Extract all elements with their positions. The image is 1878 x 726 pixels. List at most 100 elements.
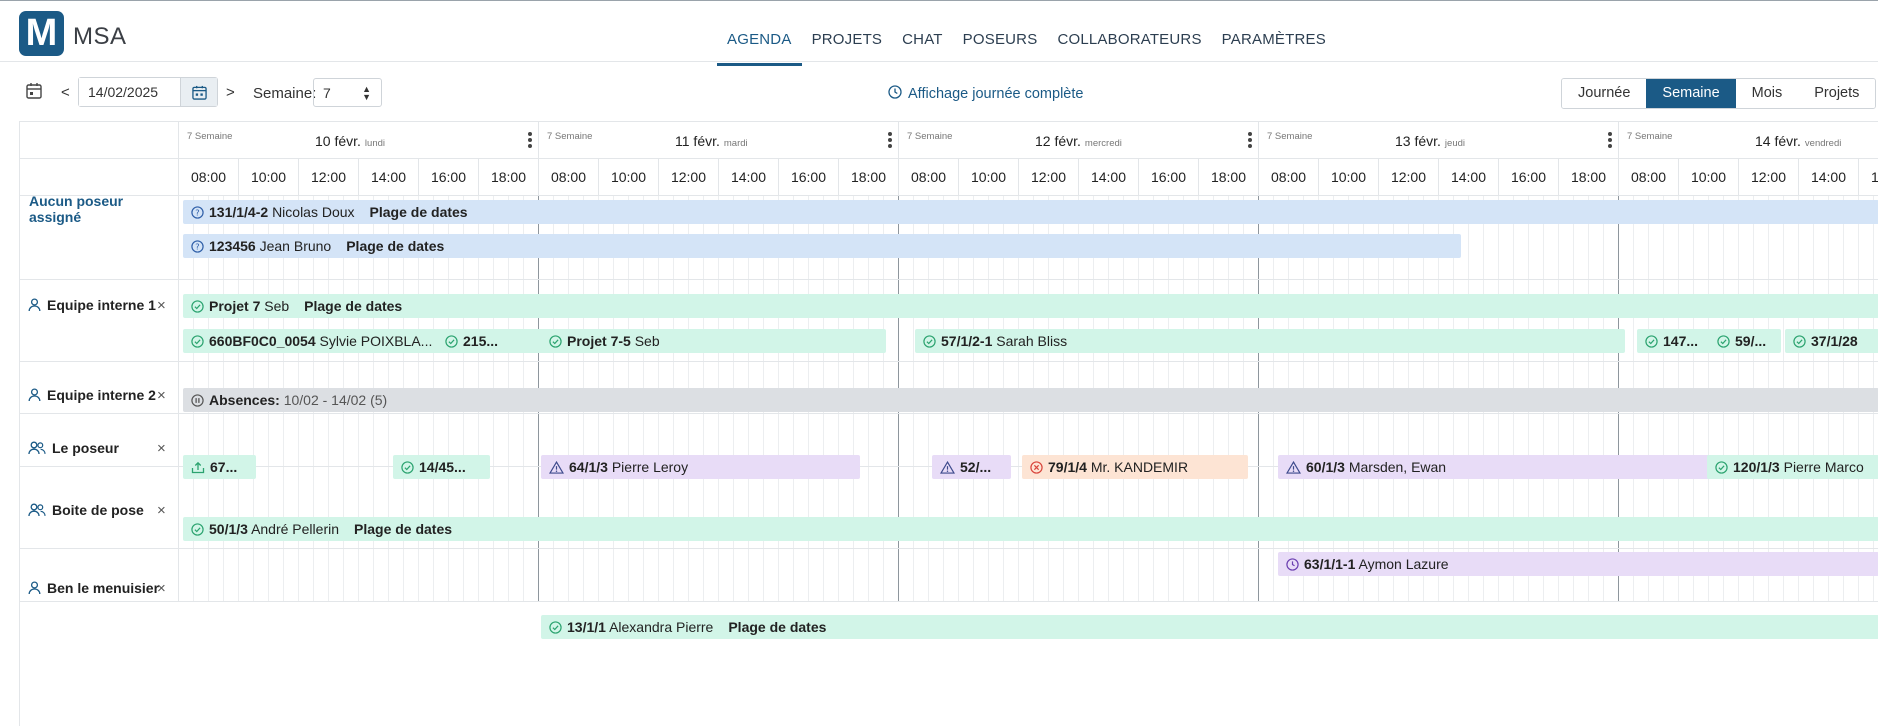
agenda-event[interactable]: 120/1/3 Pierre Marco — [1707, 455, 1878, 479]
view-semaine-button[interactable]: Semaine — [1646, 79, 1736, 108]
agenda-event[interactable]: 57/1/2-1 Sarah Bliss — [915, 329, 1625, 353]
hour-label: 18:00 — [1198, 159, 1258, 196]
resource-row-label[interactable]: Equipe interne 1 × — [20, 296, 178, 314]
hour-label: 16:00 — [778, 159, 838, 196]
agenda-event[interactable]: 50/1/3 André Pellerin Plage de dates — [183, 517, 1878, 541]
resource-row-label[interactable]: Ben le menuisier × — [20, 579, 178, 597]
agenda-event[interactable]: ? 131/1/4-2 Nicolas Doux Plage de dates — [183, 200, 1878, 224]
agenda-toolbar: < > Semaine: 7 ▲▼ Affichage journée comp… — [0, 62, 1878, 122]
agenda-event[interactable]: ? 123456 Jean Bruno Plage de dates — [183, 234, 1461, 258]
nav-projets[interactable]: PROJETS — [811, 31, 883, 48]
agenda-event[interactable]: 67... — [183, 455, 256, 479]
remove-resource-icon[interactable]: × — [157, 579, 166, 597]
day-menu-icon[interactable] — [1608, 132, 1612, 150]
date-input[interactable] — [79, 78, 180, 106]
agenda-event[interactable]: 79/1/4 Mr. KANDEMIR — [1022, 455, 1248, 479]
event-text: Absences: 10/02 - 14/02 (5) — [209, 388, 387, 412]
day-menu-icon[interactable] — [888, 132, 892, 150]
resource-row-label[interactable]: Aucun poseur assigné — [20, 193, 178, 225]
hour-label: 08:00 — [1258, 159, 1318, 196]
user-icon — [28, 581, 41, 595]
nav-chat[interactable]: CHAT — [902, 31, 943, 48]
event-name: Alexandra Pierre — [609, 619, 714, 635]
resource-row-label[interactable]: Equipe interne 2 × — [20, 386, 178, 404]
warning-icon — [1286, 460, 1301, 474]
day-weekday: jeudi — [1444, 138, 1465, 149]
fullday-toggle[interactable]: Affichage journée complète — [888, 85, 1083, 103]
hour-label: 16:00 — [1498, 159, 1558, 196]
check-icon — [191, 334, 204, 348]
event-name: Seb — [264, 298, 290, 314]
view-mois-button[interactable]: Mois — [1735, 79, 1799, 108]
event-name: Sarah Bliss — [996, 333, 1068, 349]
day-date: 14 févr. vendredi — [1755, 133, 1841, 149]
nav-collaborateurs[interactable]: COLLABORATEURS — [1057, 31, 1202, 48]
remove-resource-icon[interactable]: × — [157, 296, 166, 314]
nav-parametres[interactable]: PARAMÈTRES — [1221, 31, 1326, 48]
hour-label: 12:00 — [1018, 159, 1078, 196]
agenda-event[interactable]: 660BF0C0_0054 Sylvie POIXBLA... — [183, 329, 582, 353]
resource-row-label[interactable]: Le poseur × — [20, 439, 178, 457]
cancel-icon — [1030, 460, 1043, 474]
day-menu-icon[interactable] — [528, 132, 532, 150]
agenda-event[interactable]: 14/45... — [393, 455, 490, 479]
hour-label: 12:00 — [298, 159, 358, 196]
agenda-event[interactable]: 147... — [1637, 329, 1711, 353]
week-select[interactable]: 7 ▲ ▼ — [313, 78, 382, 107]
next-date-button[interactable]: > — [226, 84, 235, 101]
remove-resource-icon[interactable]: × — [157, 501, 166, 519]
user-icon — [28, 298, 41, 312]
row-divider — [20, 548, 1878, 549]
calendar-icon[interactable] — [26, 82, 42, 99]
day-header: 7 Semaine 11 févr. mardi — [538, 122, 898, 160]
agenda-event[interactable]: 63/1/1-1 Aymon Lazure — [1278, 552, 1878, 576]
day-weekday: lundi — [364, 138, 385, 149]
app-logo[interactable]: M — [19, 11, 64, 56]
day-menu-icon[interactable] — [1248, 132, 1252, 150]
hour-label: 10:00 — [238, 159, 298, 196]
calendar-picker-icon[interactable] — [180, 78, 217, 106]
agenda-event[interactable]: 37/1/28 — [1785, 329, 1878, 353]
event-name: André Pellerin — [251, 521, 339, 537]
event-name: Pierre Leroy — [611, 459, 689, 475]
remove-resource-icon[interactable]: × — [157, 386, 166, 404]
agenda-event[interactable]: 64/1/3 Pierre Leroy — [541, 455, 860, 479]
event-text: 215... — [463, 329, 498, 353]
day-weekday: mercredi — [1084, 138, 1122, 149]
event-text: 59/... — [1735, 329, 1766, 353]
agenda-event[interactable]: 13/1/1 Alexandra Pierre Plage de dates — [541, 615, 1878, 639]
agenda-event[interactable]: 60/1/3 Marsden, Ewan — [1278, 455, 1716, 479]
agenda-event[interactable]: Projet 7-5 Seb — [541, 329, 886, 353]
event-code: Projet 7 — [209, 298, 261, 314]
event-code: 50/1/3 — [209, 521, 248, 537]
agenda-event[interactable]: 59/... — [1709, 329, 1781, 353]
remove-resource-icon[interactable]: × — [157, 439, 166, 457]
event-text: 50/1/3 André Pellerin — [209, 517, 339, 541]
week-value: 7 — [323, 85, 331, 101]
hour-label: 16:00 — [418, 159, 478, 196]
view-projets-button[interactable]: Projets — [1798, 79, 1876, 108]
view-journee-button[interactable]: Journée — [1562, 79, 1647, 108]
hour-label: 14:00 — [1438, 159, 1498, 196]
check-icon — [1717, 334, 1730, 348]
agenda-event[interactable]: Projet 7 Seb Plage de dates — [183, 294, 1878, 318]
agenda-event[interactable]: 52/... — [932, 455, 1011, 479]
event-name: Sylvie POIXBLA... — [319, 333, 433, 349]
event-text: 123456 Jean Bruno — [209, 234, 331, 258]
check-icon — [191, 522, 204, 536]
agenda-event[interactable]: 215... — [437, 329, 513, 353]
agenda-event[interactable]: Absences: 10/02 - 14/02 (5) — [183, 388, 1878, 412]
prev-date-button[interactable]: < — [61, 84, 70, 101]
hour-label: 16:00 — [1138, 159, 1198, 196]
event-name: Aymon Lazure — [1358, 556, 1449, 572]
resource-row-label[interactable]: Boite de pose × — [20, 501, 178, 519]
svg-text:?: ? — [195, 207, 199, 217]
day-header: 7 Semaine 12 févr. mercredi — [898, 122, 1258, 160]
nav-poseurs[interactable]: POSEURS — [962, 31, 1038, 48]
users-icon — [28, 441, 46, 455]
event-name: Seb — [634, 333, 660, 349]
nav-agenda[interactable]: AGENDA — [717, 29, 802, 66]
day-date: 11 févr. mardi — [675, 133, 748, 149]
day-date-text: 13 févr. — [1395, 133, 1441, 149]
question-icon: ? — [191, 205, 204, 219]
